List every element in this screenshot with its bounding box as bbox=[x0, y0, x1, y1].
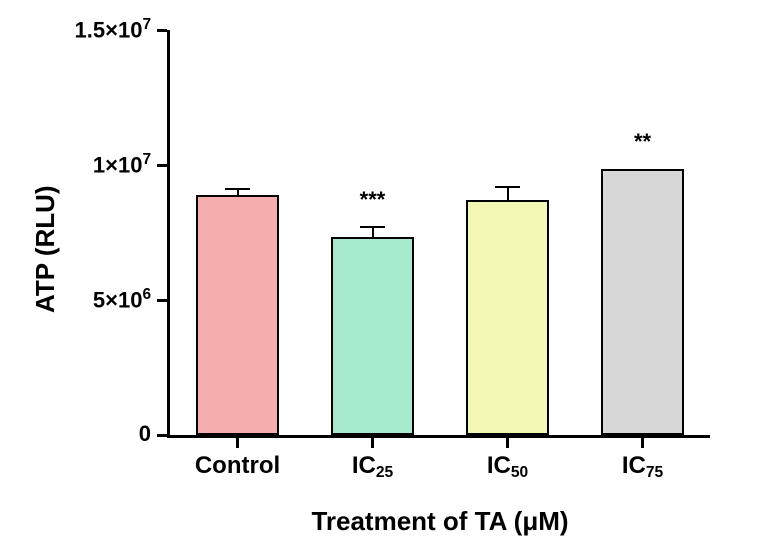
x-tick bbox=[506, 438, 509, 448]
significance-label: *** bbox=[333, 187, 413, 213]
error-bar-cap bbox=[360, 226, 385, 228]
y-tick-label: 5×106 bbox=[93, 286, 151, 313]
atp-bar-chart: 0 5×106 1×107 1.5×107 ControlIC25IC50IC75 *… bbox=[0, 0, 759, 550]
x-tick bbox=[371, 438, 374, 448]
y-tick-label: 0 bbox=[139, 421, 151, 447]
y-tick-label: 1.5×107 bbox=[75, 16, 151, 43]
x-tick-label: IC50 bbox=[440, 452, 575, 480]
bar bbox=[601, 169, 685, 435]
significance-label: ** bbox=[603, 129, 683, 155]
bar bbox=[331, 237, 415, 435]
error-bar-cap bbox=[495, 186, 520, 188]
error-bar-cap bbox=[225, 188, 250, 190]
y-tick bbox=[157, 29, 167, 32]
y-axis-title: ATP (RLU) bbox=[30, 185, 61, 313]
x-tick bbox=[641, 438, 644, 448]
x-axis-line bbox=[167, 435, 710, 438]
y-axis-line bbox=[167, 30, 170, 438]
x-tick-label: IC75 bbox=[575, 452, 710, 480]
y-tick bbox=[157, 164, 167, 167]
x-tick-label: Control bbox=[170, 452, 305, 480]
bar bbox=[196, 195, 280, 435]
y-tick-label: 1×107 bbox=[93, 151, 151, 178]
x-tick bbox=[236, 438, 239, 448]
bar bbox=[466, 200, 550, 435]
error-bar-stem bbox=[507, 187, 509, 201]
x-tick-label: IC25 bbox=[305, 452, 440, 480]
y-tick bbox=[157, 434, 167, 437]
error-bar-stem bbox=[372, 227, 374, 236]
x-axis-title: Treatment of TA (μM) bbox=[170, 506, 710, 537]
y-tick bbox=[157, 299, 167, 302]
